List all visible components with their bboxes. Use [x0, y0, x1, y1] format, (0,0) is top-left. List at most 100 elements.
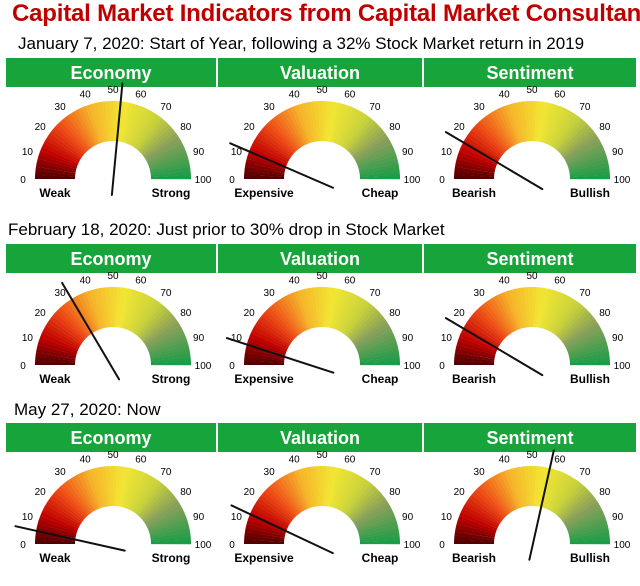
gauge-arc-segment: [565, 143, 604, 164]
gauge-tick-label: 90: [402, 512, 414, 523]
gauge-arc-segment: [139, 309, 172, 340]
gauge-arc-segment: [532, 287, 537, 328]
gauge-1-2: Valuation 0 10 20 30 40 50 60 70 80 90 100 Expensive…: [218, 58, 422, 200]
gauge-2-1: Economy 0 10 20 30 40 50 60 70 80 90 100 Weak Strong: [6, 244, 216, 386]
gauge-arc-segment: [124, 290, 142, 330]
gauge-arc-segment: [333, 469, 351, 509]
gauge-arc-segment: [108, 287, 114, 328]
gauge-arc-segment: [43, 139, 81, 162]
gauge-arc-segment: [35, 356, 76, 364]
gauge-arc-segment: [138, 121, 169, 153]
gauge-arc-segment: [133, 113, 160, 149]
gauge-tick-label: 0: [20, 540, 26, 551]
gauge-arc-segment: [136, 483, 166, 516]
gauge-tick-label: 60: [344, 275, 356, 286]
gauge-arc-segment: [342, 113, 369, 149]
gauge-arc-segment: [464, 136, 501, 160]
gauge-arc-segment: [545, 106, 564, 145]
gauge-header-label: Economy: [70, 428, 151, 448]
gauge-arc-segment: [139, 488, 172, 519]
gauge-arc-segment: [555, 304, 585, 337]
gauge-arc-segment: [471, 491, 504, 521]
gauge-header-bg: [424, 244, 636, 273]
gauge-arc-segment: [519, 466, 529, 507]
gauge-arc-segment: [356, 512, 395, 531]
gauge-arc-segment: [122, 103, 138, 143]
gauge-arc-segment: [341, 297, 365, 334]
gauge-low-label: Expensive: [234, 186, 294, 200]
gauge-arc-segment: [147, 512, 186, 531]
gauge-arc-segment: [339, 474, 362, 512]
gauge-arc-segment: [113, 287, 118, 328]
gauge-arc-segment: [124, 469, 142, 509]
gauge-arc-segment: [35, 527, 76, 539]
gauge-arc-segment: [244, 174, 285, 179]
gauge-arc-segment: [551, 476, 575, 513]
gauge-arc-segment: [541, 289, 557, 329]
gauge-arc-segment: [149, 519, 189, 535]
gauge-arc-segment: [533, 101, 541, 142]
gauge-tick-label: 10: [22, 333, 34, 344]
gauge-high-label: Bullish: [570, 186, 610, 200]
gauge-arc-segment: [150, 531, 191, 541]
gauge-arc-segment: [301, 102, 315, 143]
gauge-arc-segment: [358, 158, 399, 172]
gauge-arc-segment: [305, 287, 317, 328]
gauge-arc-segment: [339, 295, 362, 333]
gauge-tick-label: 0: [229, 175, 235, 186]
gauge-arc-segment: [57, 485, 88, 518]
gauge-arc-segment: [504, 104, 521, 144]
gauge-tick-label: 80: [389, 487, 401, 498]
gauge-tick-label: 60: [344, 89, 356, 100]
gauge-arc-segment: [309, 466, 319, 507]
gauge-arc-segment: [38, 336, 78, 354]
gauge-arc-segment: [460, 508, 499, 529]
gauge-arc-segment: [70, 476, 95, 513]
gauge-arc-segment: [348, 488, 381, 519]
gauge-arc-segment: [554, 301, 582, 336]
gauge-arc-segment: [276, 478, 302, 514]
gauge-tick-label: 70: [369, 288, 381, 299]
gauge-arc-segment: [252, 139, 290, 162]
gauge-arc-segment: [456, 340, 496, 356]
gauge-header-bg: [218, 423, 422, 452]
gauge-arc-segment: [329, 467, 343, 508]
gauge-arc-segment: [342, 478, 369, 514]
gauge-tick-label: 100: [195, 540, 212, 551]
gauge-arc-segment: [331, 468, 347, 508]
gauge-arc-segment: [533, 287, 541, 328]
gauge-arc-segment: [493, 474, 515, 512]
gauge-tick-label: 100: [614, 175, 631, 186]
gauge-arc-segment: [272, 301, 300, 336]
gauge-arc-segment: [535, 101, 545, 142]
gauge-low-label: Weak: [39, 372, 70, 386]
gauge-arc-segment: [135, 480, 163, 515]
gauge-arc-segment: [468, 494, 503, 522]
page-title: Capital Market Indicators from Capital M…: [12, 0, 640, 27]
gauge-arc-segment: [136, 304, 166, 337]
gauge-high-label: Bullish: [570, 372, 610, 386]
gauge-arc-segment: [515, 101, 527, 142]
gauge-arc-segment: [246, 519, 286, 535]
gauge-arc-segment: [464, 322, 501, 346]
gauge-header-label: Economy: [70, 63, 151, 83]
gauge-arc-segment: [355, 143, 394, 164]
gauge-arc-segment: [122, 468, 138, 508]
gauge-arc-segment: [511, 102, 525, 143]
gauge-tick-label: 70: [579, 467, 591, 478]
gauge-arc-segment: [471, 126, 504, 156]
gauge-arc-segment: [462, 325, 500, 348]
gauge-low-label: Bearish: [452, 372, 496, 386]
gauge-arc-segment: [547, 293, 568, 332]
gauge-tick-label: 60: [554, 275, 566, 286]
gauge-arc-segment: [347, 121, 378, 153]
gauge-arc-segment: [348, 309, 381, 340]
gauge-arc-segment: [545, 292, 564, 331]
gauge-arc-segment: [60, 118, 90, 151]
gauge-arc-segment: [279, 476, 304, 513]
gauge-arc-segment: [135, 301, 163, 336]
gauge-arc-segment: [74, 474, 96, 512]
gauge-arc-segment: [339, 109, 362, 147]
gauge-arc-segment: [113, 101, 118, 142]
gauge-tick-label: 100: [404, 175, 421, 186]
